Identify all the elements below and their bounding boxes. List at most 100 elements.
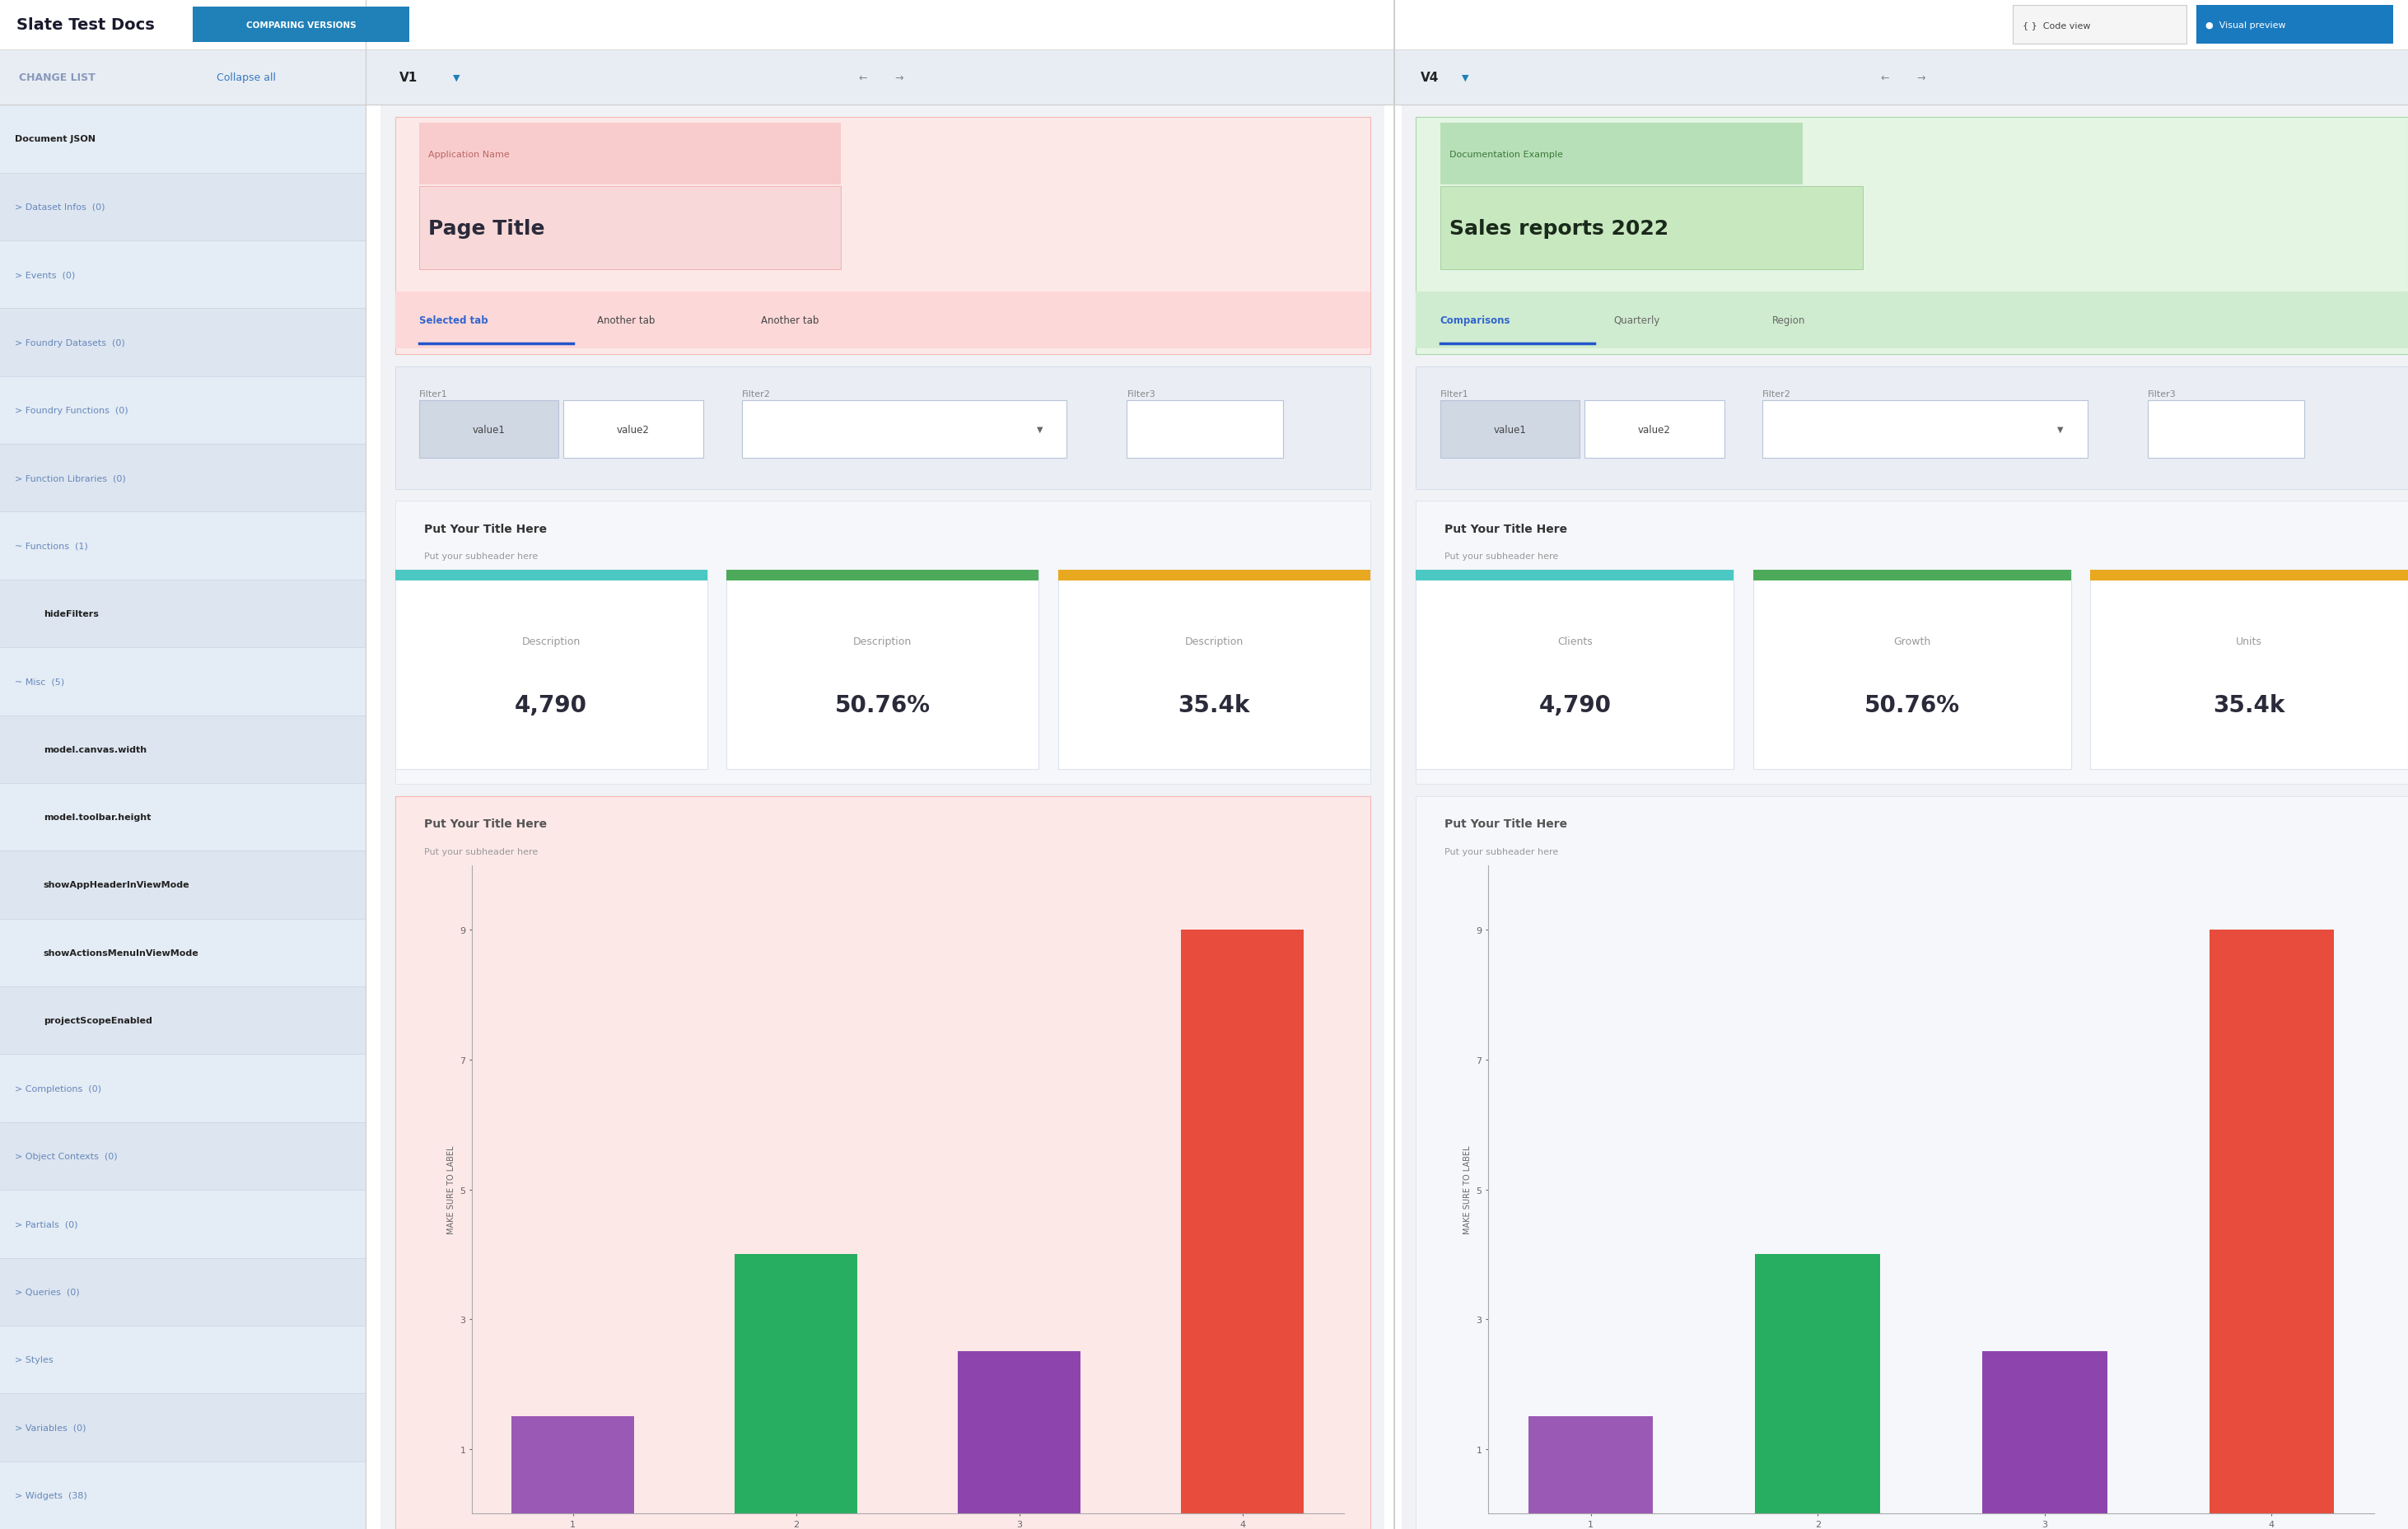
Text: 4,790: 4,790 <box>515 694 588 717</box>
Bar <box>727 570 1038 581</box>
Bar <box>1982 1352 2107 1514</box>
Text: model.toolbar.height: model.toolbar.height <box>43 813 152 821</box>
Text: 35.4k: 35.4k <box>1178 694 1250 717</box>
Text: model.canvas.width: model.canvas.width <box>43 745 147 754</box>
Bar <box>0 579 366 648</box>
Text: V4: V4 <box>1421 72 1440 84</box>
Text: > Queries  (0): > Queries (0) <box>14 1287 79 1297</box>
Text: > Events  (0): > Events (0) <box>14 271 75 280</box>
Text: > Dataset Infos  (0): > Dataset Infos (0) <box>14 203 104 211</box>
Bar <box>419 124 840 185</box>
Text: projectScopeEnabled: projectScopeEnabled <box>43 1017 152 1024</box>
Text: Filter3: Filter3 <box>2148 390 2177 399</box>
Text: Page Title: Page Title <box>429 219 544 239</box>
Text: Document JSON: Document JSON <box>14 135 96 144</box>
Text: 50.76%: 50.76% <box>1864 694 1960 717</box>
Bar <box>727 570 1038 769</box>
Bar <box>0 106 366 173</box>
Bar <box>0 919 366 986</box>
Bar <box>395 118 1370 355</box>
Text: →: → <box>896 73 903 83</box>
Bar <box>2196 6 2394 44</box>
Text: Description: Description <box>852 636 913 647</box>
Text: Sales reports 2022: Sales reports 2022 <box>1450 219 1669 239</box>
Bar <box>1416 797 2408 1529</box>
Bar <box>1440 187 1864 271</box>
Bar <box>419 187 840 271</box>
Text: ~ Misc  (5): ~ Misc (5) <box>14 677 65 687</box>
Text: Documentation Example: Documentation Example <box>1450 150 1563 159</box>
Text: Filter1: Filter1 <box>1440 390 1469 399</box>
Bar <box>395 292 1370 349</box>
Bar <box>395 502 1370 784</box>
Bar <box>2148 401 2304 459</box>
Text: Put Your Title Here: Put Your Title Here <box>1445 523 1568 535</box>
Text: value2: value2 <box>616 425 650 434</box>
Bar <box>0 50 2408 106</box>
Text: Put your subheader here: Put your subheader here <box>1445 552 1558 561</box>
Text: CHANGE LIST: CHANGE LIST <box>19 73 96 83</box>
Bar <box>1182 930 1305 1514</box>
Bar <box>0 173 366 242</box>
Text: Collapse all: Collapse all <box>217 73 277 83</box>
Bar <box>380 106 1385 1529</box>
Bar <box>742 401 1067 459</box>
Bar <box>0 0 2408 50</box>
Text: 4,790: 4,790 <box>1539 694 1611 717</box>
Text: Filter3: Filter3 <box>1127 390 1156 399</box>
Text: Description: Description <box>523 636 580 647</box>
Bar <box>0 986 366 1055</box>
Bar <box>1416 118 2408 355</box>
Text: value1: value1 <box>472 425 506 434</box>
Bar <box>510 1416 633 1514</box>
Bar <box>395 570 708 769</box>
Bar <box>1753 570 2071 769</box>
Text: Units: Units <box>2237 636 2261 647</box>
Text: Another tab: Another tab <box>597 315 655 326</box>
Text: hideFilters: hideFilters <box>43 610 99 618</box>
Bar <box>0 1462 366 1529</box>
Text: Put your subheader here: Put your subheader here <box>424 552 537 561</box>
Bar <box>0 783 366 852</box>
Bar <box>563 401 703 459</box>
Bar <box>1416 570 1734 581</box>
Bar <box>2208 930 2333 1514</box>
Bar <box>193 8 409 43</box>
Text: Put Your Title Here: Put Your Title Here <box>1445 818 1568 830</box>
Bar <box>0 1122 366 1190</box>
Bar <box>0 376 366 445</box>
Text: { }  Code view: { } Code view <box>2023 21 2090 29</box>
Bar <box>0 309 366 376</box>
Bar <box>2013 6 2186 44</box>
Bar <box>1057 570 1370 581</box>
Text: Another tab: Another tab <box>761 315 819 326</box>
Text: ←: ← <box>1881 73 1890 83</box>
Bar <box>0 1393 366 1462</box>
Text: Description: Description <box>1185 636 1243 647</box>
Text: > Foundry Functions  (0): > Foundry Functions (0) <box>14 407 128 414</box>
Text: value2: value2 <box>1637 425 1671 434</box>
Bar <box>0 106 366 1529</box>
Bar <box>1057 570 1370 769</box>
Bar <box>0 512 366 579</box>
Text: Selected tab: Selected tab <box>419 315 489 326</box>
Bar <box>419 245 840 271</box>
Bar <box>1753 570 2071 581</box>
Bar <box>2090 570 2408 769</box>
Text: > Variables  (0): > Variables (0) <box>14 1423 87 1431</box>
Text: V1: V1 <box>400 72 419 84</box>
Bar <box>1416 570 1734 769</box>
Text: Region: Region <box>1772 315 1806 326</box>
Text: Put your subheader here: Put your subheader here <box>424 847 537 856</box>
Bar <box>1755 1254 1881 1514</box>
Bar <box>419 401 559 459</box>
Text: > Widgets  (38): > Widgets (38) <box>14 1491 87 1500</box>
Text: value1: value1 <box>1493 425 1527 434</box>
Text: Growth: Growth <box>1893 636 1931 647</box>
Text: ●  Visual preview: ● Visual preview <box>2206 21 2285 29</box>
Text: ▼: ▼ <box>2056 425 2064 434</box>
Text: COMPARING VERSIONS: COMPARING VERSIONS <box>246 21 356 29</box>
Bar <box>0 1326 366 1393</box>
Text: Clients: Clients <box>1558 636 1592 647</box>
Bar <box>395 367 1370 489</box>
